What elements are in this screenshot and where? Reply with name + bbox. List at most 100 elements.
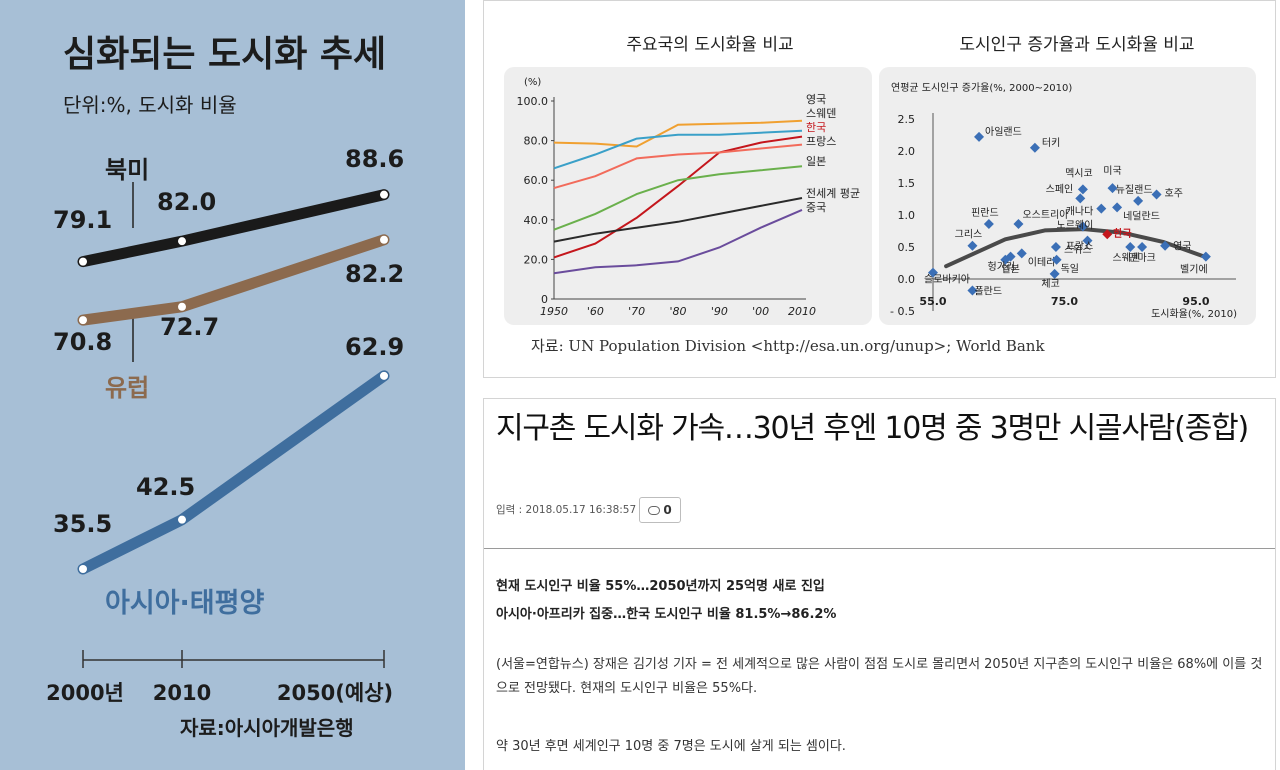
article-paragraph-1: (서울=연합뉴스) 장재은 김기성 기자 = 전 세계적으로 많은 사람이 점점… [496, 657, 1263, 696]
point-label: 스웨덴 [1112, 252, 1140, 264]
series-label: 중국 [806, 201, 826, 214]
x-tick-label: '90 [711, 305, 728, 318]
y-tick-label: 0.5 [898, 241, 916, 254]
series-name-label: 북미 [105, 156, 149, 184]
x-tick-label: 2000년 [46, 681, 124, 705]
data-point-호주 [1151, 189, 1162, 200]
series-line-스웨덴 [553, 129, 803, 170]
regional-urbanization-chart: 심화되는 도시화 추세 단위:%, 도시화 비율 2000년 2010 2050(예… [46, 34, 404, 740]
data-point-멕시코 [1077, 184, 1088, 195]
data-point-캐나다 [1096, 203, 1107, 214]
y-tick-label: 100.0 [517, 95, 549, 108]
point-label: 이테리 [1028, 256, 1056, 268]
series-group: 79.1 82.0 88.6 북미 70.8 72.7 82.2 유럽 35.5 42.5 62.9… [53, 145, 404, 619]
data-point-그리스 [967, 240, 978, 251]
series-point [178, 302, 186, 311]
chart-source: 자료:아시아개발은행 [180, 716, 354, 740]
article-subtitle-2: 아시아·아프리카 집중…한국 도시인구 비율 81.5%→86.2% [496, 607, 837, 622]
comment-icon [648, 505, 661, 515]
article-timestamp: 입력 : 2018.05.17 16:38:57 [496, 504, 637, 516]
point-label: 미국 [1103, 165, 1121, 177]
comment-button[interactable]: 0 [639, 497, 681, 523]
x-tick-label: 1950 [540, 305, 568, 318]
x-tick-label: '80 [669, 305, 686, 318]
series-line-영국 [553, 119, 803, 148]
point-label: 스페인 [1046, 183, 1074, 195]
data-point-독일 [1051, 254, 1062, 265]
data-point-스페인 [1075, 193, 1086, 204]
value-label: 42.5 [136, 473, 195, 501]
news-article: 지구촌 도시화 가속…30년 후엔 10명 중 3명만 시골사람(종합) 입력 … [483, 398, 1276, 770]
series-label: 한국 [806, 121, 826, 134]
series-label: 스웨덴 [806, 107, 836, 120]
x-tick-label: '00 [752, 305, 769, 318]
value-label: 72.7 [160, 313, 219, 341]
point-label: 일본 [1001, 264, 1019, 276]
x-tick-label: '60 [587, 305, 604, 318]
point-label: 독일 [1061, 263, 1079, 275]
data-point-폴란드 [967, 285, 978, 296]
point-label: 헝가리 [988, 261, 1016, 273]
series-line-중국 [553, 208, 803, 275]
value-label: 82.0 [157, 188, 216, 216]
data-point-영국 [1160, 240, 1171, 251]
point-label: 캐나다 [1066, 206, 1094, 218]
series-line-일본 [553, 165, 803, 231]
series-point [380, 371, 388, 380]
series-line-프랑스 [553, 143, 803, 190]
y-axis-label: (%) [524, 77, 541, 88]
y-tick-label: - 0.5 [890, 305, 915, 318]
point-label: 그리스 [955, 229, 983, 241]
y-tick-label: 2.5 [898, 113, 916, 126]
y-tick-label: 1.0 [898, 209, 916, 222]
data-point-스위스 [1050, 242, 1061, 252]
x-tick-label: 55.0 [919, 295, 946, 308]
point-label: 슬로바키아 [924, 274, 970, 286]
data-point-스웨덴 [1125, 242, 1136, 252]
data-point-뉴질랜드 [1133, 195, 1144, 206]
y-tick-label: 2.0 [898, 145, 916, 158]
comment-count: 0 [663, 503, 672, 517]
series-label: 영국 [806, 93, 826, 106]
x-tick-label: '70 [628, 305, 645, 318]
point-label: 폴란드 [974, 286, 1002, 298]
line-chart-title: 주요국의 도시화율 비교 [626, 35, 793, 55]
data-point-미국 [1107, 183, 1118, 194]
series-label: 프랑스 [806, 135, 836, 148]
regional-urbanization-infographic: 심화되는 도시화 추세 단위:%, 도시화 비율 2000년 2010 2050(예… [0, 0, 465, 770]
series-point [380, 190, 388, 199]
point-label: 아일랜드 [985, 126, 1022, 138]
point-label: 오스트리아 [1022, 209, 1068, 221]
article-subtitle-1: 현재 도시인구 비율 55%…2050년까지 25억명 새로 진입 [496, 579, 825, 594]
data-point-오스트리아 [1013, 218, 1024, 229]
data-point-아일랜드 [974, 131, 985, 142]
scatter-chart: 연평균 도시인구 증가율(%, 2000~2010) - 0.5 0.0 0.5 1.0… [890, 82, 1237, 320]
point-label: 호주 [1165, 188, 1183, 200]
value-label: 62.9 [345, 333, 404, 361]
data-point-일본 [1005, 251, 1016, 262]
article-title: 지구촌 도시화 가속…30년 후엔 10명 중 3명만 시골사람(종합) [496, 411, 1249, 446]
series-line-한국 [553, 135, 803, 259]
series-point [178, 237, 186, 246]
value-label: 70.8 [53, 328, 112, 356]
series-point [380, 235, 388, 244]
series-label: 일본 [806, 154, 826, 168]
point-label: 스위스 [1064, 243, 1092, 256]
point-label: 네덜란드 [1123, 210, 1160, 222]
data-point-헝가리 [1000, 254, 1011, 265]
series-name-label: 아시아·태평양 [105, 588, 264, 619]
point-label: 멕시코 [1065, 167, 1093, 179]
article-divider [484, 548, 1275, 549]
scatter-chart-background [879, 67, 1256, 325]
figure-source: 자료: UN Population Division <http://esa.u… [531, 337, 1045, 355]
article-paragraph-2: 약 30년 후면 세계인구 10명 중 7명은 도시에 살게 되는 셈이다. [496, 739, 846, 754]
data-point-슬로바키아 [928, 267, 938, 278]
series-line-전세계-평균 [553, 197, 803, 243]
point-label: 프랑스 [1066, 241, 1094, 253]
data-point-핀란드 [983, 218, 994, 229]
y-tick-label: 80.0 [524, 135, 549, 148]
y-tick-label: 0.0 [898, 273, 916, 286]
point-label: 체코 [1041, 278, 1059, 290]
series-point [79, 565, 87, 573]
series-point [79, 257, 87, 266]
